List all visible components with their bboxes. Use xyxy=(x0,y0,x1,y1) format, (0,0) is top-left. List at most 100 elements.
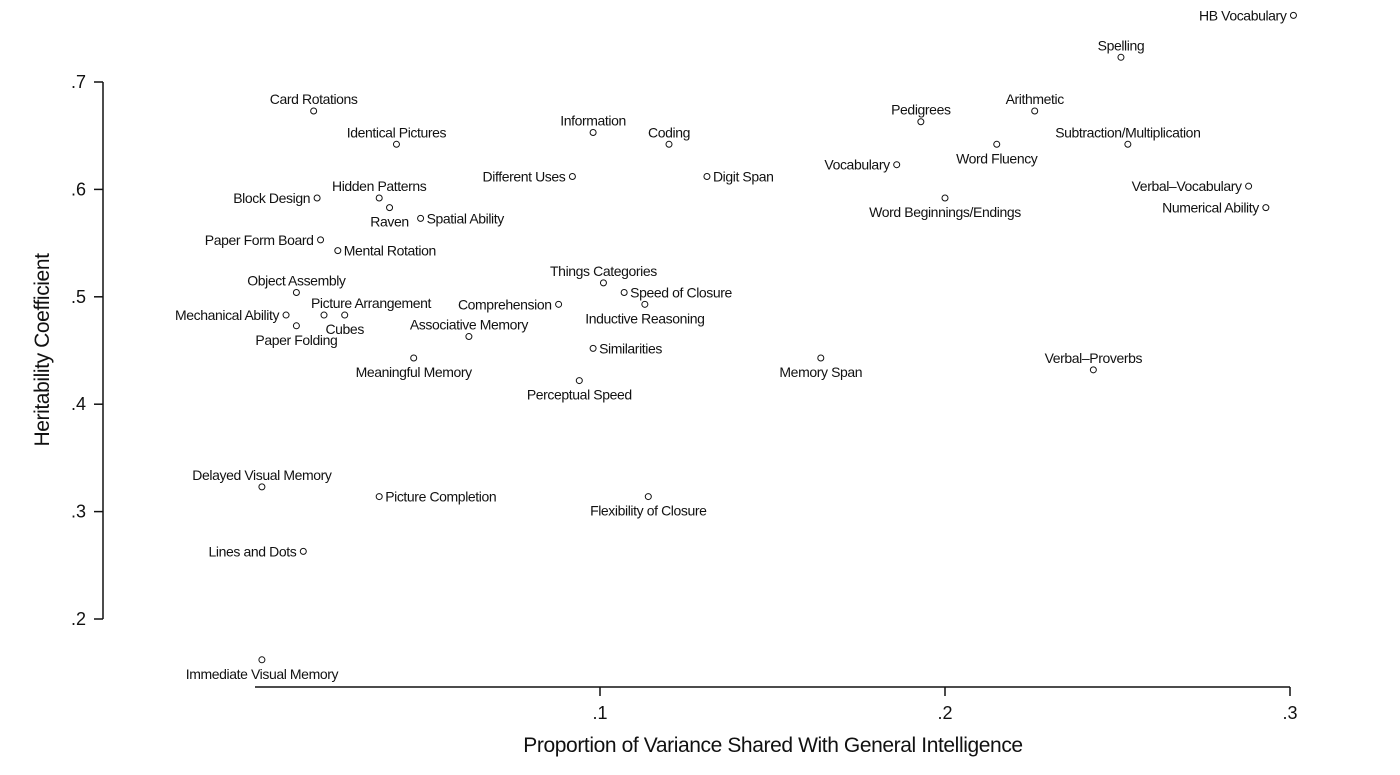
point-marker xyxy=(917,118,925,126)
point-label: Picture Arrangement xyxy=(311,295,432,311)
point-label: Flexibility of Closure xyxy=(590,503,707,519)
point-label: Block Design xyxy=(233,190,310,206)
data-point: Arithmetic xyxy=(1006,91,1065,115)
data-point: Pedigrees xyxy=(891,102,951,126)
data-point: Identical Pictures xyxy=(347,124,447,148)
y-tick-label: .6 xyxy=(71,179,86,199)
point-marker xyxy=(1262,204,1270,212)
data-point: Mental Rotation xyxy=(334,243,436,259)
point-marker xyxy=(644,493,652,501)
point-label: Word Beginnings/Endings xyxy=(869,204,1021,220)
data-point: Vocabulary xyxy=(824,157,901,173)
point-label: Immediate Visual Memory xyxy=(186,666,339,682)
point-marker xyxy=(299,547,307,555)
data-point: Information xyxy=(560,112,626,136)
point-marker xyxy=(292,322,300,330)
point-label: Coding xyxy=(648,124,690,140)
y-tick-label: .7 xyxy=(71,72,86,92)
point-marker xyxy=(317,236,325,244)
point-label: Paper Form Board xyxy=(205,232,314,248)
point-label: Vocabulary xyxy=(824,157,890,173)
point-marker xyxy=(941,194,949,202)
point-marker xyxy=(410,354,418,362)
data-point: Verbal–Proverbs xyxy=(1045,350,1143,374)
data-point: Immediate Visual Memory xyxy=(186,656,339,682)
point-marker xyxy=(893,161,901,169)
point-marker xyxy=(555,300,563,308)
data-point: Cubes xyxy=(325,311,365,337)
point-label: Similarities xyxy=(599,340,662,356)
x-tick-label: .1 xyxy=(592,703,607,723)
point-label: Identical Pictures xyxy=(347,124,447,140)
point-label: Picture Completion xyxy=(385,489,496,505)
point-label: Mechanical Ability xyxy=(175,307,279,323)
data-point: Delayed Visual Memory xyxy=(192,467,332,491)
point-label: Things Categories xyxy=(550,263,657,279)
point-marker xyxy=(465,333,473,341)
point-label: Raven xyxy=(370,214,408,230)
point-label: Hidden Patterns xyxy=(332,178,427,194)
data-point: Associative Memory xyxy=(410,317,529,341)
point-label: Speed of Closure xyxy=(630,285,732,301)
point-label: Mental Rotation xyxy=(344,243,436,259)
point-marker xyxy=(641,300,649,308)
point-marker xyxy=(334,247,342,255)
data-point: Spatial Ability xyxy=(417,210,505,226)
point-label: Spelling xyxy=(1098,37,1145,53)
y-tick-label: .5 xyxy=(71,287,86,307)
point-marker xyxy=(313,194,321,202)
data-point: Word Beginnings/Endings xyxy=(869,194,1022,220)
point-label: Perceptual Speed xyxy=(527,387,632,403)
point-marker xyxy=(703,173,711,181)
y-tick-label: .2 xyxy=(71,609,86,629)
data-point: Meaningful Memory xyxy=(356,354,473,380)
data-point: Paper Folding xyxy=(255,322,338,348)
point-label: Comprehension xyxy=(458,296,552,312)
point-label: HB Vocabulary xyxy=(1199,7,1287,23)
point-marker xyxy=(1031,107,1039,115)
point-marker xyxy=(1245,182,1253,190)
data-point: Memory Span xyxy=(779,354,863,380)
point-label: Digit Span xyxy=(713,169,774,185)
point-label: Information xyxy=(560,112,626,128)
point-marker xyxy=(1089,366,1097,374)
data-point: Spelling xyxy=(1098,37,1145,61)
point-label: Numerical Ability xyxy=(1162,200,1259,216)
point-marker xyxy=(341,311,349,319)
data-point: Perceptual Speed xyxy=(527,377,632,403)
point-marker xyxy=(320,311,328,319)
point-marker xyxy=(1124,140,1132,148)
data-point: Object Assembly xyxy=(247,273,346,297)
point-marker xyxy=(568,173,576,181)
data-point: Raven xyxy=(370,204,409,230)
data-points: HB Vocabulary Spelling Arithmetic Pedigrees… xyxy=(175,7,1297,682)
x-tick-label: .2 xyxy=(937,703,952,723)
point-marker xyxy=(589,128,597,136)
point-label: Word Fluency xyxy=(956,150,1038,166)
point-label: Meaningful Memory xyxy=(356,364,473,380)
point-marker xyxy=(310,107,318,115)
y-axis-label: Heritability Coefficient xyxy=(31,253,54,447)
x-tick-label: .3 xyxy=(1282,703,1297,723)
point-label: Subtraction/Multiplication xyxy=(1055,124,1200,140)
data-point: Picture Completion xyxy=(375,489,497,505)
point-label: Delayed Visual Memory xyxy=(192,467,332,483)
data-point: Paper Form Board xyxy=(205,232,325,248)
y-tick-label: .4 xyxy=(71,394,86,414)
data-point: Inductive Reasoning xyxy=(585,300,705,326)
point-marker xyxy=(282,311,290,319)
data-point: Card Rotations xyxy=(270,91,358,115)
data-point: Lines and Dots xyxy=(209,543,307,559)
point-label: Associative Memory xyxy=(410,317,528,333)
data-point: Subtraction/Multiplication xyxy=(1055,124,1201,148)
point-marker xyxy=(575,377,583,385)
data-point: Picture Arrangement xyxy=(311,295,432,319)
data-point: Flexibility of Closure xyxy=(590,493,708,519)
point-marker xyxy=(1117,53,1125,61)
point-marker xyxy=(375,493,383,501)
data-point: Comprehension xyxy=(458,296,563,312)
point-label: Different Uses xyxy=(483,169,566,185)
data-point: Coding xyxy=(648,124,690,148)
data-point: Different Uses xyxy=(483,169,576,185)
